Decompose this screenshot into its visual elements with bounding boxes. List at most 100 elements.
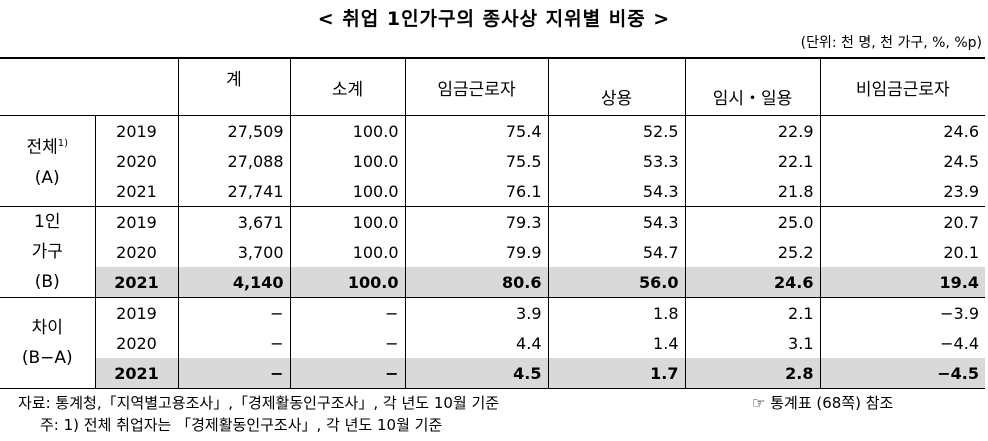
header-row: 계 소계 임금근로자 상용 임시・일용 비임금근로자 bbox=[0, 57, 985, 116]
group-label-line: 차이 bbox=[6, 313, 89, 343]
value: 100.0 bbox=[289, 146, 405, 176]
value: 2.1 bbox=[684, 297, 820, 328]
row: 2020 27,088 100.0 75.5 53.3 22.1 24.5 bbox=[0, 146, 985, 176]
group-label-text: (B) bbox=[34, 272, 60, 292]
value: − bbox=[177, 297, 290, 328]
value: 25.0 bbox=[684, 206, 820, 237]
value: 100.0 bbox=[289, 237, 405, 267]
row: 2020 3,700 100.0 79.9 54.7 25.2 20.1 bbox=[0, 237, 985, 267]
row: 2020− −4.4 1.4 3.1 −4.4 bbox=[0, 328, 985, 358]
value: 100.0 bbox=[289, 206, 405, 237]
value: 21.8 bbox=[684, 176, 820, 207]
group-label-text: 전체 bbox=[26, 137, 58, 158]
value: 23.9 bbox=[819, 176, 985, 207]
value: 75.5 bbox=[404, 146, 548, 176]
value: 3,671 bbox=[177, 206, 290, 237]
value: 1.4 bbox=[547, 328, 685, 358]
row: 차이 (B−A) 2019− −3.9 1.8 2.1 −3.9 bbox=[0, 297, 985, 389]
group-label-line: 가구 bbox=[6, 237, 89, 267]
value: 27,088 bbox=[177, 146, 290, 176]
row: 2021 4,140 100.0 80.6 56.0 24.6 19.4 bbox=[0, 267, 985, 298]
value: 4.5 bbox=[404, 358, 548, 389]
value: − bbox=[177, 358, 290, 389]
footnote-mark: 1) bbox=[57, 138, 69, 150]
group-label-text: 1인 bbox=[34, 212, 61, 232]
group-label-line: 1인 bbox=[6, 207, 89, 237]
value: − bbox=[289, 358, 405, 389]
value: 100.0 bbox=[289, 115, 405, 146]
source: 자료: 통계청,「지역별고용조사」,「경제활동인구조사」, 각 년도 10월 기… bbox=[18, 394, 500, 412]
value: 27,509 bbox=[177, 115, 290, 146]
group-label: 차이 (B−A) bbox=[0, 297, 95, 389]
year: 2021 bbox=[94, 358, 178, 389]
value: 79.9 bbox=[404, 237, 548, 267]
year: 2021 bbox=[94, 176, 178, 207]
value: −3.9 bbox=[819, 297, 985, 328]
value: 76.1 bbox=[404, 176, 548, 207]
value: −4.5 bbox=[819, 358, 985, 389]
group-label-text: (A) bbox=[34, 167, 60, 188]
year: 2020 bbox=[94, 328, 178, 358]
value: 3.9 bbox=[404, 297, 548, 328]
value: 75.4 bbox=[404, 115, 548, 146]
value: 54.3 bbox=[547, 206, 685, 237]
value: 4,140 bbox=[177, 267, 290, 298]
value: 2.8 bbox=[684, 358, 820, 389]
value: 79.3 bbox=[404, 206, 548, 237]
group-label-line: (B−A) bbox=[6, 343, 89, 373]
value: − bbox=[289, 297, 405, 328]
group-label-text: 차이 bbox=[31, 318, 63, 338]
row: 2021− −4.5 1.7 2.8 −4.5 bbox=[0, 358, 985, 389]
group-label-text: 가구 bbox=[31, 242, 63, 262]
group-label-text: (B−A) bbox=[21, 348, 73, 368]
value: 24.6 bbox=[684, 267, 820, 298]
note: 주: 1) 전체 취업자는 「경제활동인구조사」, 각 년도 10월 기준 bbox=[40, 416, 443, 434]
value: 1.8 bbox=[547, 297, 685, 328]
header-cell: 계 bbox=[177, 57, 290, 116]
group-label-line: (B) bbox=[6, 267, 89, 297]
group-label-line: (A) bbox=[6, 163, 89, 193]
value: 53.3 bbox=[547, 146, 685, 176]
year: 2019 bbox=[94, 297, 178, 328]
unit: (단위: 천 명, 천 가구, %, %p) bbox=[800, 35, 982, 51]
year: 2019 bbox=[94, 206, 178, 237]
row: 전체1) (A) 2019 27,509 100.0 75.4 52.5 22.9 24.6 bbox=[0, 115, 985, 207]
header-cell: 임시・일용 bbox=[684, 57, 820, 116]
year: 2020 bbox=[94, 146, 178, 176]
value: 1.7 bbox=[547, 358, 685, 389]
header-cell bbox=[0, 57, 178, 116]
value: 54.7 bbox=[547, 237, 685, 267]
value: 27,741 bbox=[177, 176, 290, 207]
value: − bbox=[289, 328, 405, 358]
year: 2019 bbox=[94, 115, 178, 146]
value: 52.5 bbox=[547, 115, 685, 146]
value: 22.1 bbox=[684, 146, 820, 176]
value: 3.1 bbox=[684, 328, 820, 358]
title: < 취업 1인가구의 종사상 지위별 비중 > bbox=[317, 8, 671, 30]
value: 20.7 bbox=[819, 206, 985, 237]
value: 24.5 bbox=[819, 146, 985, 176]
header-cell: 비임금근로자 bbox=[819, 57, 985, 116]
value: 25.2 bbox=[684, 237, 820, 267]
group-label: 전체1) (A) bbox=[0, 115, 95, 207]
value: 100.0 bbox=[289, 267, 405, 298]
value: 22.9 bbox=[684, 115, 820, 146]
table: 계 소계 임금근로자 상용 임시・일용 비임금근로자 전체1) (A) 2019 27,509 10… bbox=[0, 57, 985, 389]
header-cell: 소계 bbox=[289, 57, 405, 116]
value: 3,700 bbox=[177, 237, 290, 267]
year: 2021 bbox=[94, 267, 178, 298]
value: −4.4 bbox=[819, 328, 985, 358]
value: 100.0 bbox=[289, 176, 405, 207]
group-label-line: 전체1) bbox=[6, 129, 89, 163]
value: 56.0 bbox=[547, 267, 685, 298]
value: 54.3 bbox=[547, 176, 685, 207]
value: 24.6 bbox=[819, 115, 985, 146]
value: 19.4 bbox=[819, 267, 985, 298]
value: − bbox=[177, 328, 290, 358]
row: 2021 27,741 100.0 76.1 54.3 21.8 23.9 bbox=[0, 176, 985, 207]
row: 1인 가구 (B) 2019 3,671 100.0 79.3 54.3 25.0 20.7 bbox=[0, 206, 985, 298]
value: 4.4 bbox=[404, 328, 548, 358]
value: 80.6 bbox=[404, 267, 548, 298]
